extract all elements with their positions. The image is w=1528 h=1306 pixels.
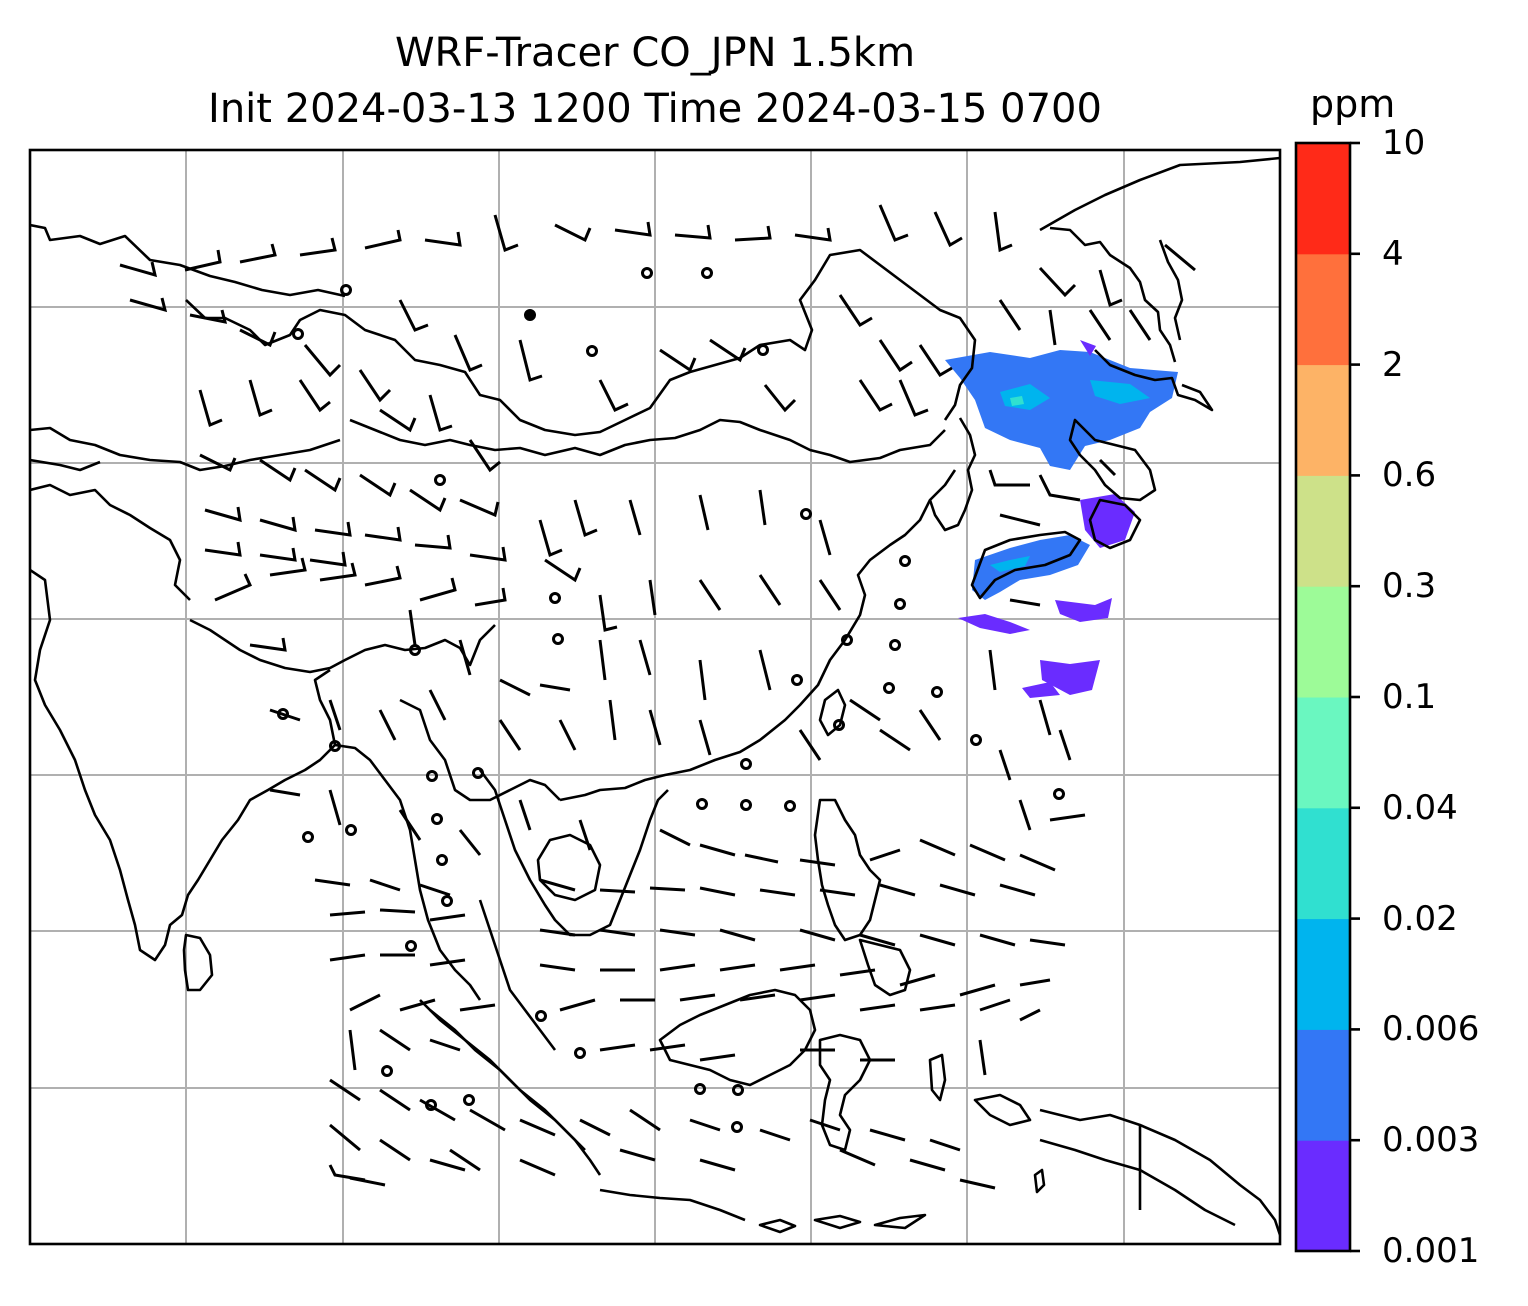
colorbar-segment — [1296, 1029, 1350, 1141]
colorbar — [1294, 141, 1360, 1253]
colorbar-segment — [1296, 143, 1350, 255]
colorbar-tick-label: 0.04 — [1382, 787, 1458, 828]
map-title: WRF-Tracer CO_JPN 1.5km — [394, 30, 916, 76]
colorbar-segment — [1296, 364, 1350, 476]
colorbar-segment — [1296, 918, 1350, 1030]
colorbar-tick-label: 0.003 — [1382, 1120, 1480, 1161]
colorbar-segment — [1296, 253, 1350, 366]
map-frame — [28, 148, 1282, 1246]
colorbar-tick-label: 4 — [1382, 233, 1404, 274]
colorbar-tick-label: 2 — [1382, 344, 1404, 385]
colorbar-tick-label: 0.3 — [1382, 566, 1437, 607]
colorbar-tick-label: 10 — [1382, 123, 1426, 163]
colorbar-tick-label: 0.001 — [1382, 1231, 1480, 1271]
wind-barbs — [119, 204, 1196, 1190]
colorbar-segment — [1296, 475, 1350, 587]
colorbar-tick-label: 0.006 — [1382, 1009, 1480, 1050]
colorbar-segment — [1296, 807, 1350, 920]
colorbar-segment — [1296, 586, 1350, 698]
colorbar-segment — [1296, 697, 1350, 809]
colorbar-tick-label: 0.6 — [1382, 455, 1437, 496]
colorbar-unit: ppm — [1310, 82, 1396, 126]
calm-wind-markers — [277, 267, 1065, 1133]
colorbar-tick-label: 0.02 — [1382, 898, 1458, 939]
colorbar-segment — [1296, 1140, 1350, 1252]
co-tracer-plume — [945, 340, 1178, 698]
map-subtitle: Init 2024-03-13 1200 Time 2024-03-15 070… — [208, 86, 1102, 132]
colorbar-tick-label: 0.1 — [1382, 677, 1437, 717]
